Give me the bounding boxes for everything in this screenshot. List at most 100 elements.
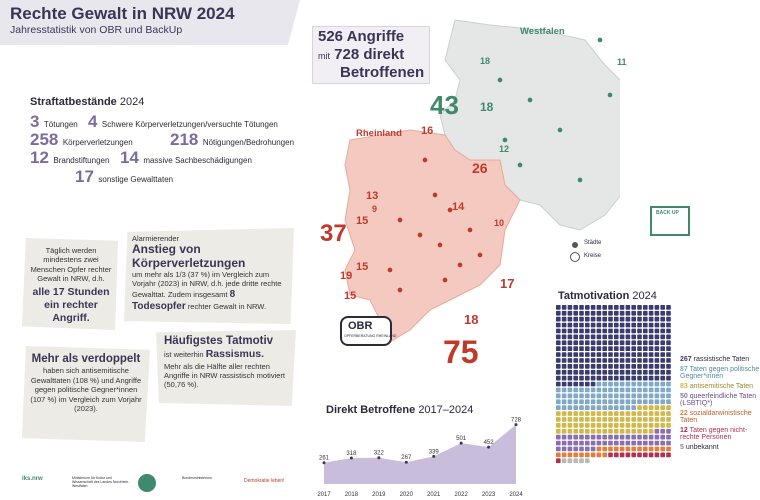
waffle-cell	[585, 423, 590, 428]
waffle-cell	[654, 358, 660, 363]
waffle-cell	[608, 369, 613, 375]
straftat-num: 14	[120, 148, 139, 167]
waffle-cell	[585, 387, 590, 393]
chart-value-label: 501	[456, 436, 467, 442]
straftat-label: Tötungen	[43, 120, 78, 129]
waffle-cell	[619, 340, 625, 346]
waffle-cell	[631, 346, 636, 351]
motivation-label: antisemitische Taten	[689, 383, 754, 390]
waffle-cell	[579, 393, 584, 399]
waffle-cell	[654, 399, 660, 405]
waffle-cell	[561, 352, 567, 357]
waffle-cell	[573, 434, 578, 440]
waffle-cell	[660, 411, 665, 416]
waffle-cell	[602, 369, 607, 375]
waffle-cell	[567, 417, 573, 422]
motivation-item: 87 Taten gegen politische Gegner*innen	[680, 366, 760, 380]
headline-pre: mit	[318, 51, 330, 61]
waffle-cell	[637, 417, 642, 422]
chart-value-label: 318	[346, 451, 357, 457]
headline-w1: Angriffe	[346, 28, 405, 45]
waffle-cell	[654, 405, 660, 410]
waffle-cell	[602, 440, 607, 446]
waffle-cell	[625, 352, 631, 357]
waffle-cell	[648, 316, 654, 322]
waffle-cell	[585, 452, 590, 458]
motivation-item: 50 queerfeindliche Taten (LSBTIQ*)	[680, 393, 760, 407]
waffle-cell	[585, 364, 590, 369]
chart-x-tick: 2018	[345, 492, 359, 498]
waffle-cell	[590, 375, 596, 381]
waffle-cell	[614, 328, 619, 334]
waffle-cell	[660, 334, 665, 340]
waffle-cell	[556, 364, 561, 369]
map-count: 9	[372, 204, 378, 214]
waffle-cell	[631, 358, 636, 363]
waffle-cell	[643, 411, 648, 416]
waffle-cell	[631, 334, 636, 340]
waffle-cell	[619, 381, 625, 387]
waffle-cell	[666, 428, 671, 434]
waffle-cell	[579, 423, 584, 428]
waffle-cell	[631, 411, 636, 416]
waffle-cell	[556, 316, 561, 322]
waffle-cell	[590, 316, 596, 322]
waffle-cell	[590, 358, 596, 363]
doppelt-strong: Mehr als verdoppelt	[31, 353, 141, 365]
map-count: 15	[356, 215, 369, 227]
waffle-cell	[619, 310, 625, 316]
waffle-cell	[567, 434, 573, 440]
waffle-cell	[573, 399, 578, 405]
waffle-cell	[608, 322, 613, 328]
waffle-cell	[619, 417, 625, 422]
waffle-cell	[643, 393, 648, 399]
waffle-cell	[556, 440, 561, 446]
waffle-cell	[561, 399, 567, 405]
waffle-cell	[648, 381, 654, 387]
waffle-cell	[579, 458, 584, 464]
waffle-cell	[619, 440, 625, 446]
waffle-cell	[561, 423, 567, 428]
waffle-cell	[625, 310, 631, 316]
waffle-cell	[648, 358, 654, 363]
waffle-cell	[567, 364, 573, 369]
waffle-cell	[556, 417, 561, 422]
motivation-num: 50	[680, 393, 688, 400]
waffle-cell	[660, 328, 665, 334]
waffle-cell	[654, 411, 660, 416]
map-count: 12	[499, 144, 510, 154]
waffle-cell	[666, 423, 671, 428]
waffle-cell	[596, 428, 602, 434]
waffle-cell	[614, 364, 619, 369]
waffle-cell	[648, 428, 654, 434]
waffle-cell	[602, 358, 607, 363]
waffle-cell	[660, 310, 665, 316]
straftat-label: sonstige Gewalttaten	[98, 175, 174, 184]
waffle-cell	[625, 428, 631, 434]
waffle-cell	[625, 305, 631, 310]
waffle-cell	[660, 440, 665, 446]
waffle-cell	[637, 316, 642, 322]
waffle-cell	[643, 340, 648, 346]
waffle-cell	[573, 423, 578, 428]
waffle-cell	[573, 340, 578, 346]
headline-w3: Betroffenen	[340, 64, 425, 81]
waffle-cell	[567, 381, 573, 387]
waffle-cell	[602, 381, 607, 387]
waffle-cell	[666, 328, 671, 334]
waffle-cell	[637, 405, 642, 410]
chart-x-tick: 2017	[317, 492, 331, 498]
waffle-cell	[643, 369, 648, 375]
legend-staedte-dot	[572, 242, 578, 248]
anstieg-pre: Alarmierender	[132, 234, 180, 243]
straftat-num: 17	[75, 167, 94, 186]
waffle-cell	[625, 387, 631, 393]
waffle-cell	[602, 411, 607, 416]
waffle-cell	[619, 352, 625, 357]
waffle-cell	[619, 322, 625, 328]
waffle-cell	[561, 369, 567, 375]
waffle-cell	[643, 305, 648, 310]
waffle-cell	[567, 316, 573, 322]
waffle-cell	[573, 322, 578, 328]
waffle-cell	[579, 340, 584, 346]
